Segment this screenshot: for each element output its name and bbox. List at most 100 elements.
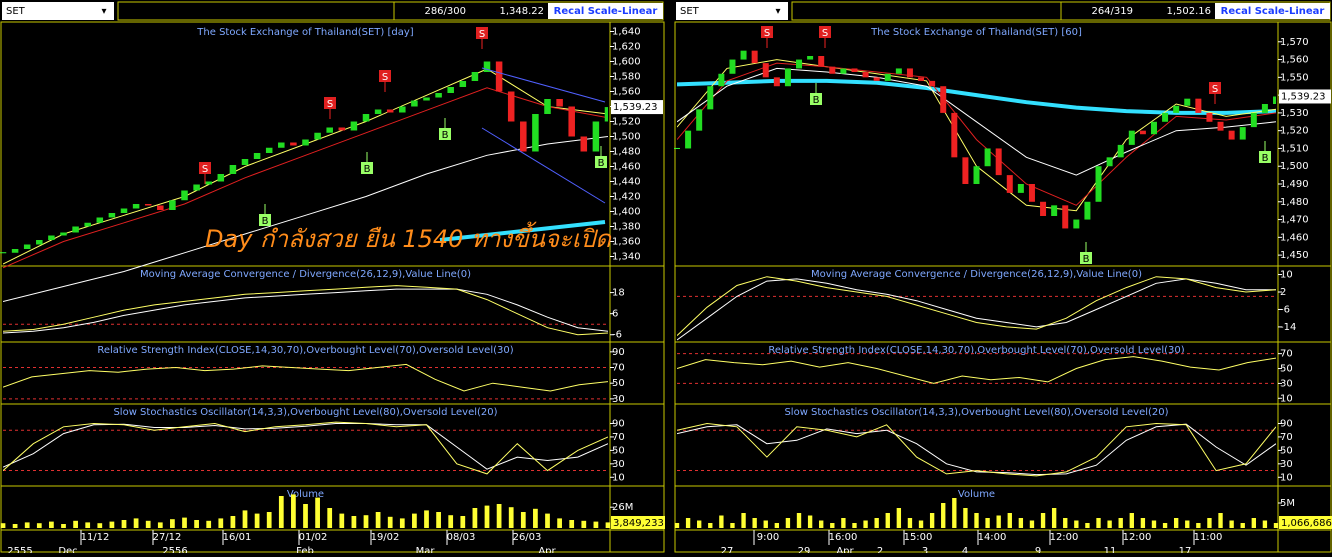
volume-bar xyxy=(581,520,587,528)
candle xyxy=(96,217,104,223)
last-value: 1,539.23 xyxy=(613,102,658,113)
date-label: 11/12 xyxy=(81,532,110,543)
candle xyxy=(918,77,925,81)
candle xyxy=(718,73,725,87)
volume-bar xyxy=(1240,523,1245,528)
candle xyxy=(1217,121,1224,131)
candle xyxy=(895,68,902,74)
candle xyxy=(278,142,285,148)
section-title: Relative Strength Index(CLOSE,14,30,70),… xyxy=(97,345,513,356)
volume-bar xyxy=(303,504,308,528)
volume-bar xyxy=(1096,518,1101,528)
candle xyxy=(884,73,891,81)
y-tick-label: 1,570 xyxy=(1280,37,1309,48)
candle xyxy=(507,91,515,122)
volume-bar xyxy=(1173,518,1179,528)
volume-bar xyxy=(1129,513,1134,528)
y-tick-label: 70 xyxy=(612,363,625,374)
dropdown-arrow: ▾ xyxy=(101,6,106,17)
signal-label: B xyxy=(1262,153,1269,164)
y-tick-label: 1,480 xyxy=(612,147,641,158)
y-tick-label: 1,500 xyxy=(612,132,641,143)
volume-bar xyxy=(254,513,260,528)
volume-bar xyxy=(49,521,54,528)
recal-button[interactable] xyxy=(548,3,663,19)
candle xyxy=(1195,98,1202,113)
y-tick-label: 70 xyxy=(1280,349,1293,360)
y-tick-label: 1,560 xyxy=(612,87,641,98)
signal-box xyxy=(819,26,831,38)
y-tick-label: 1,600 xyxy=(612,57,641,68)
volume-bar xyxy=(351,516,357,528)
volume-bar xyxy=(327,508,333,528)
volume-last: 3,849,233 xyxy=(613,518,664,529)
y-tick-label: 90 xyxy=(1280,418,1293,429)
candle xyxy=(229,165,237,174)
volume-bar xyxy=(885,513,890,528)
volume-bar xyxy=(436,512,441,528)
date-label: 19/02 xyxy=(371,532,400,543)
volume-bar xyxy=(1085,523,1090,528)
volume-bar xyxy=(1251,518,1256,528)
indicator-line xyxy=(3,363,608,392)
candle xyxy=(350,121,358,131)
candle xyxy=(729,59,736,74)
volume-bar xyxy=(412,513,417,528)
candle xyxy=(1173,105,1180,113)
y-tick-label: 30 xyxy=(612,459,625,470)
symbol-box[interactable] xyxy=(2,2,114,20)
symbol-box[interactable] xyxy=(676,2,788,20)
volume-bar xyxy=(508,507,514,528)
candle xyxy=(740,50,747,60)
candle xyxy=(1117,144,1124,158)
recal-button[interactable] xyxy=(1215,3,1330,19)
candle xyxy=(532,114,539,152)
section-title: Volume xyxy=(287,489,324,500)
indicator-line xyxy=(677,59,1276,212)
signal-box xyxy=(379,70,391,82)
candle xyxy=(241,159,249,165)
volume-bar xyxy=(157,522,163,528)
volume-bar xyxy=(1196,523,1201,528)
volume-last-box xyxy=(1279,516,1332,529)
candle xyxy=(962,157,969,184)
candle xyxy=(302,139,309,146)
section-title: Volume xyxy=(958,489,995,500)
volume-bar xyxy=(1063,518,1068,528)
candle xyxy=(1206,112,1213,122)
date-label: 12:00 xyxy=(1123,532,1152,543)
signal-box xyxy=(1259,151,1271,163)
volume-bar xyxy=(73,520,78,528)
candle xyxy=(1261,104,1268,113)
volume-bar xyxy=(569,520,575,528)
candle xyxy=(314,132,321,140)
section-title: Slow Stochastics Oscillator(14,3,3),Over… xyxy=(784,407,1168,418)
y-tick-label: 30 xyxy=(1280,378,1293,389)
candle xyxy=(1006,175,1013,193)
y-tick-label: 1,460 xyxy=(1280,232,1309,243)
volume-bar xyxy=(1151,520,1157,528)
y-tick-label: 50 xyxy=(1280,445,1293,456)
symbol: SET xyxy=(680,6,700,17)
date-label-2: 9 xyxy=(1035,546,1041,553)
volume-bar xyxy=(266,512,272,528)
volume-bar xyxy=(719,515,724,528)
volume-bar xyxy=(291,494,296,528)
section-title: Moving Average Convergence / Divergence(… xyxy=(811,269,1142,280)
volume-bar xyxy=(520,512,526,528)
date-label: 08/03 xyxy=(447,532,476,543)
trend-channel xyxy=(481,127,606,204)
candle xyxy=(1106,157,1113,167)
volume-bar xyxy=(218,518,224,528)
candle xyxy=(707,86,714,110)
date-label: 15:00 xyxy=(904,532,933,543)
volume-bar xyxy=(874,518,879,528)
volume-bar xyxy=(1029,520,1035,528)
volume-bar xyxy=(796,513,802,528)
candle xyxy=(411,100,418,107)
candle xyxy=(592,121,600,152)
candle xyxy=(851,68,858,72)
candle xyxy=(253,153,261,159)
y-tick-label: 18 xyxy=(612,288,625,299)
last-value-box xyxy=(1279,89,1331,104)
